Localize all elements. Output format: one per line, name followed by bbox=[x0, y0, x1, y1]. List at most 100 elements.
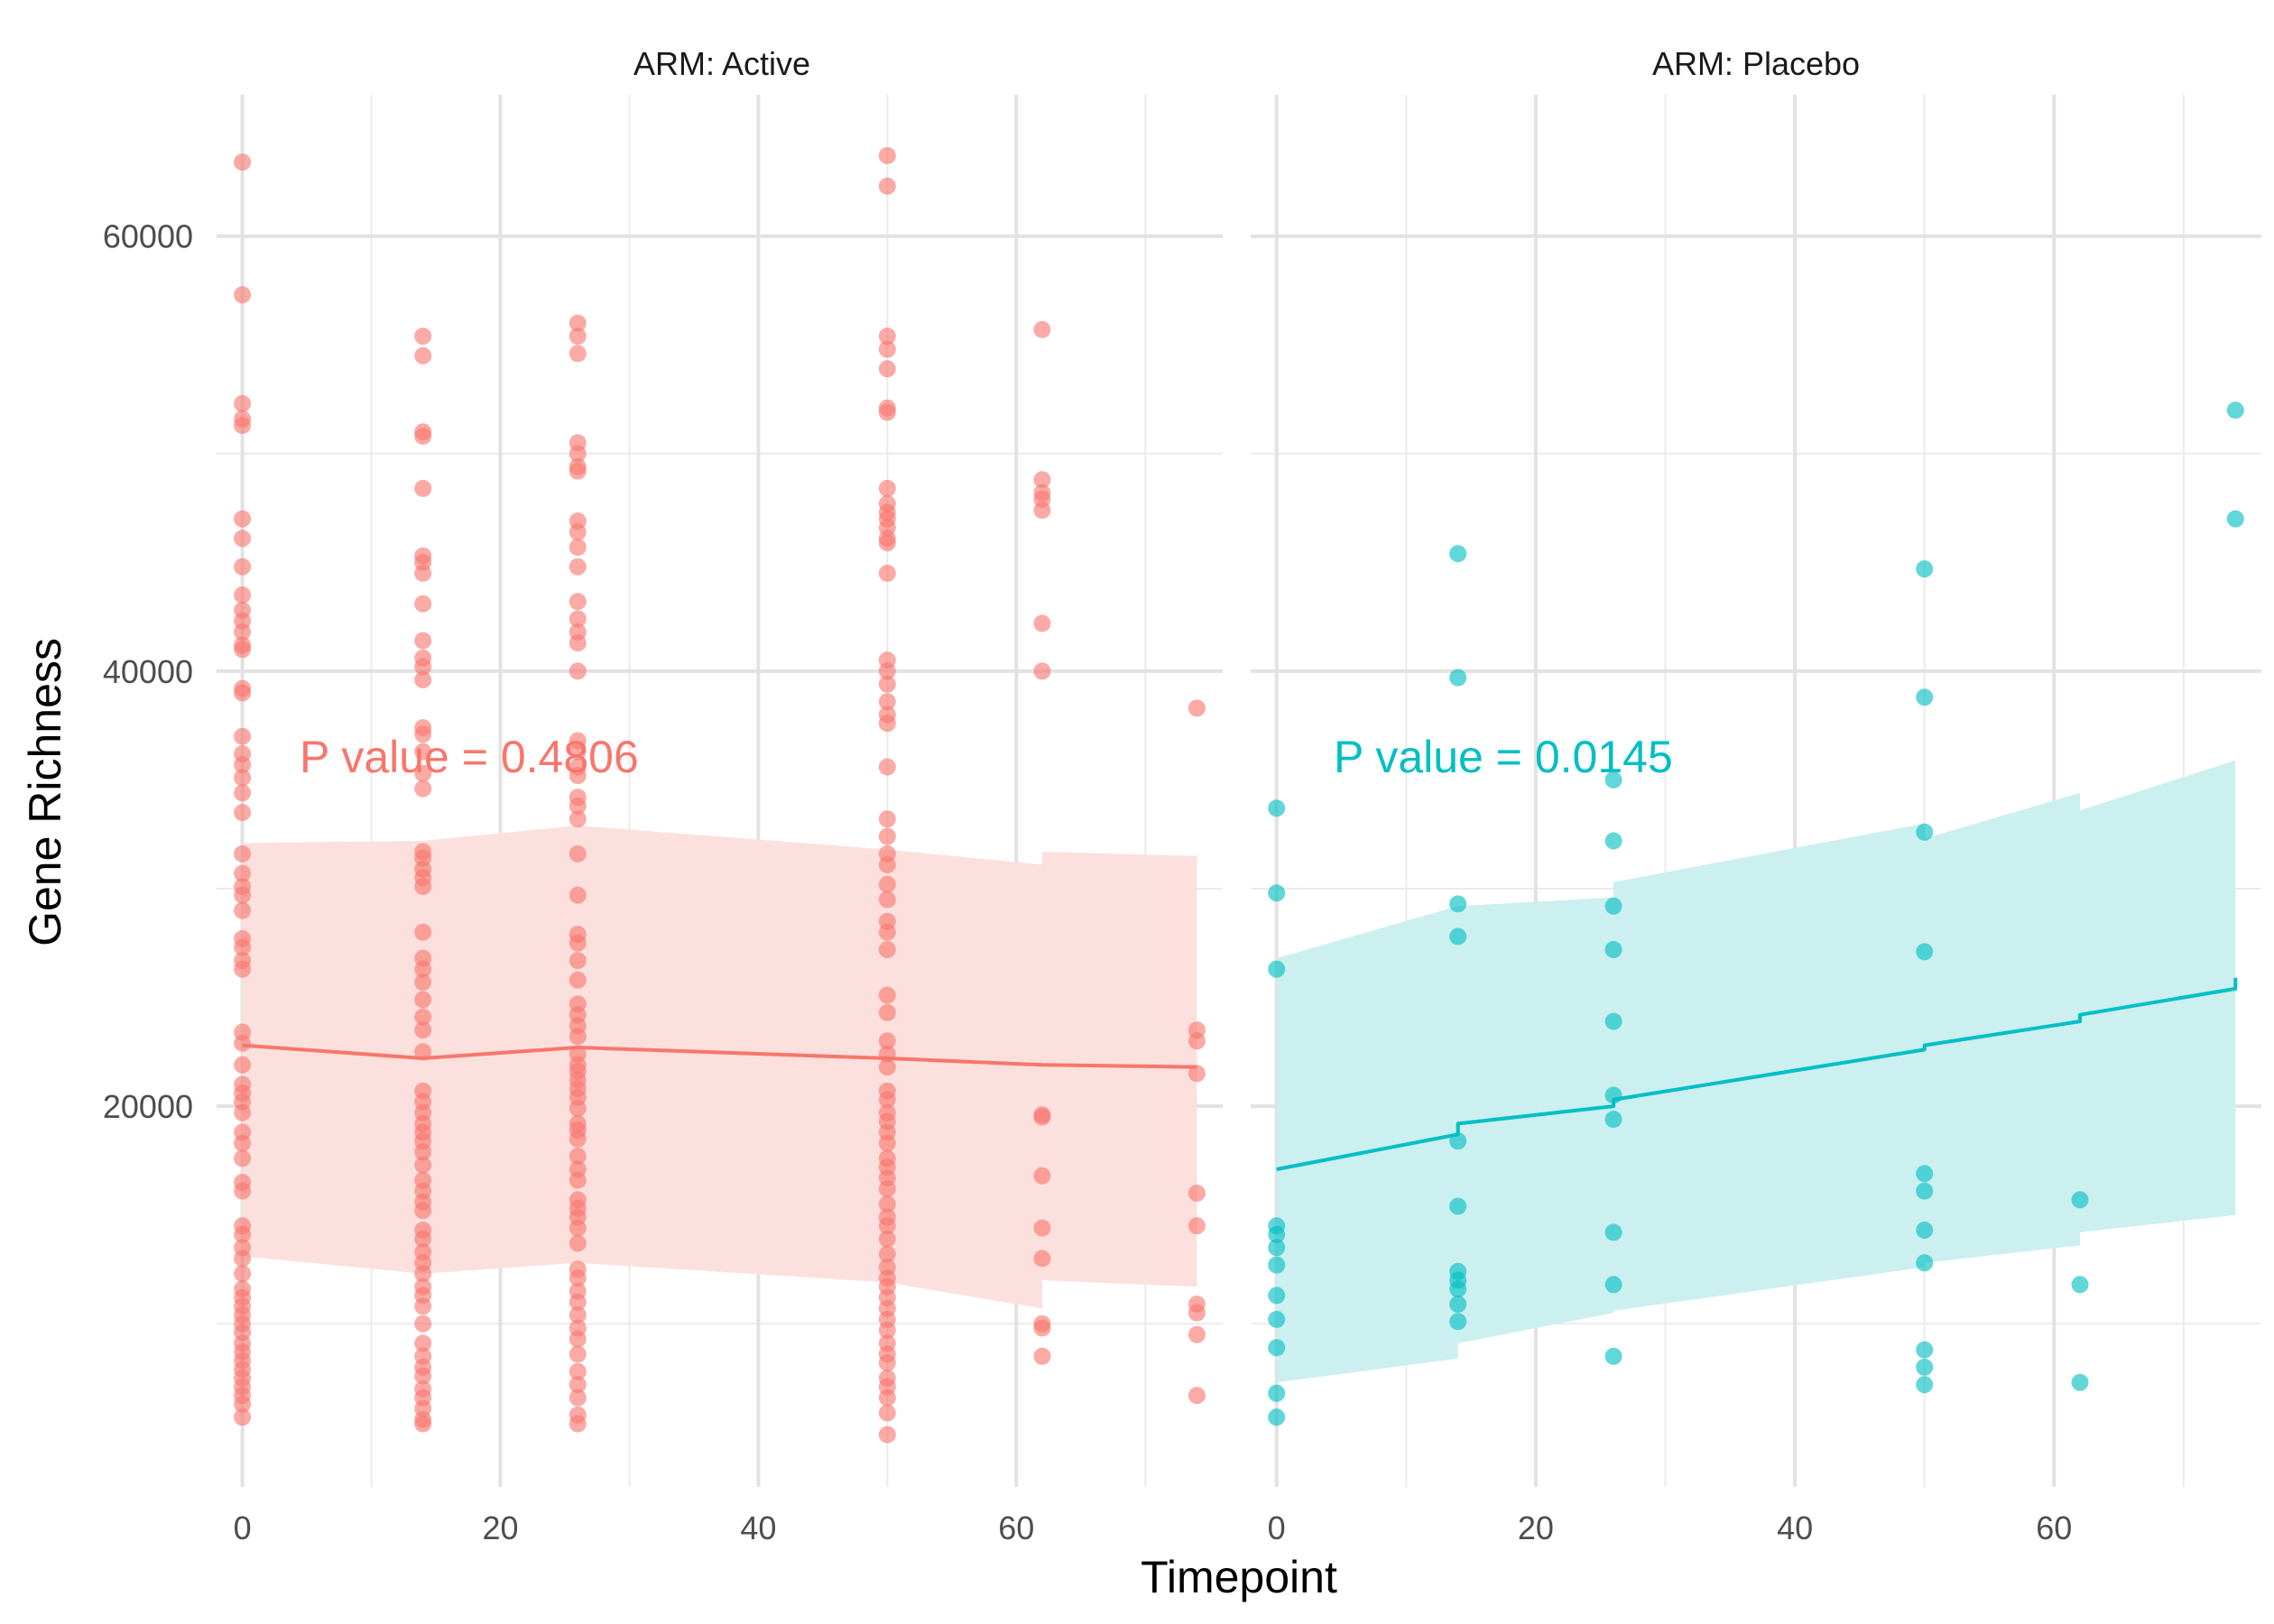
data-point-active bbox=[234, 844, 252, 863]
data-point-placebo bbox=[1604, 1223, 1622, 1241]
data-point-active bbox=[234, 960, 252, 978]
data-point-active bbox=[568, 445, 587, 463]
data-point-active bbox=[414, 428, 432, 445]
data-point-placebo bbox=[1268, 1256, 1286, 1274]
data-point-active bbox=[234, 1182, 252, 1200]
y-tick-label: 40000 bbox=[103, 653, 193, 690]
data-point-placebo bbox=[1604, 1012, 1622, 1030]
data-point-active bbox=[568, 797, 587, 815]
data-point-active bbox=[1188, 1325, 1206, 1343]
panel-placebo-x-ticks: 0 20 40 60 bbox=[1268, 1509, 2073, 1546]
data-point-active bbox=[878, 1389, 896, 1407]
data-point-active bbox=[234, 586, 252, 604]
data-point-active bbox=[234, 1149, 252, 1167]
data-point-active bbox=[234, 558, 252, 576]
data-point-active bbox=[414, 923, 432, 941]
data-point-active bbox=[234, 886, 252, 904]
data-point-active bbox=[878, 328, 896, 346]
data-point-active bbox=[1188, 1065, 1206, 1083]
data-point-active bbox=[878, 923, 896, 941]
data-point-active bbox=[234, 901, 252, 919]
data-point-active bbox=[1033, 1219, 1051, 1237]
data-point-placebo bbox=[1449, 1280, 1467, 1298]
x-tick-label: 20 bbox=[482, 1509, 518, 1546]
data-point-active bbox=[878, 403, 896, 421]
data-point-active bbox=[878, 1180, 896, 1198]
data-point-placebo bbox=[1604, 1347, 1622, 1365]
x-tick-label: 60 bbox=[998, 1509, 1034, 1546]
data-point-active bbox=[414, 632, 432, 650]
data-point-placebo bbox=[1268, 1239, 1286, 1257]
data-point-active bbox=[568, 1171, 587, 1189]
data-point-active bbox=[568, 610, 587, 628]
data-point-active bbox=[234, 1134, 252, 1152]
panel-active-x-ticks: 0 20 40 60 bbox=[234, 1509, 1035, 1546]
data-point-active bbox=[1033, 502, 1051, 519]
data-point-active bbox=[878, 1354, 896, 1372]
strip-label-placebo: ARM: Placebo bbox=[1652, 45, 1860, 82]
data-point-active bbox=[878, 1003, 896, 1021]
data-point-active bbox=[568, 844, 587, 863]
data-point-active bbox=[878, 534, 896, 552]
data-point-active bbox=[878, 1245, 896, 1263]
data-point-placebo bbox=[1449, 895, 1467, 913]
data-point-active bbox=[414, 743, 432, 761]
data-point-active bbox=[568, 1219, 587, 1237]
data-point-placebo bbox=[1916, 1222, 1934, 1239]
data-point-active bbox=[414, 725, 432, 743]
data-point-active bbox=[234, 684, 252, 702]
data-point-placebo bbox=[1916, 1376, 1934, 1394]
data-point-active bbox=[878, 1032, 896, 1050]
data-point-active bbox=[878, 147, 896, 164]
data-point-active bbox=[568, 934, 587, 952]
data-point-active bbox=[568, 810, 587, 828]
data-point-placebo bbox=[1604, 770, 1622, 789]
data-point-placebo bbox=[1268, 1408, 1286, 1426]
data-point-active bbox=[234, 1265, 252, 1283]
data-point-placebo bbox=[1268, 1287, 1286, 1305]
data-point-active bbox=[414, 328, 432, 346]
data-point-active bbox=[568, 662, 587, 680]
data-point-active bbox=[878, 1091, 896, 1109]
data-point-active bbox=[1033, 614, 1051, 632]
data-point-active bbox=[878, 715, 896, 733]
data-point-active bbox=[568, 1330, 587, 1348]
data-point-active bbox=[878, 564, 896, 582]
data-point-active bbox=[878, 675, 896, 693]
y-tick-label: 20000 bbox=[103, 1088, 193, 1125]
data-point-placebo bbox=[1916, 688, 1934, 706]
y-tick-label: 60000 bbox=[103, 218, 193, 255]
data-point-placebo bbox=[1604, 897, 1622, 915]
data-point-active bbox=[568, 886, 587, 904]
data-point-active bbox=[568, 634, 587, 652]
data-point-active bbox=[568, 1148, 587, 1165]
data-point-placebo bbox=[1449, 669, 1467, 687]
pvalue-annotation-active: P value = 0.4806 bbox=[300, 732, 639, 782]
data-point-active bbox=[568, 1269, 587, 1287]
data-point-active bbox=[414, 991, 432, 1009]
data-point-active bbox=[1033, 662, 1051, 680]
y-axis-ticks: 20000 40000 60000 bbox=[103, 218, 193, 1125]
data-point-active bbox=[234, 1395, 252, 1413]
data-point-active bbox=[568, 1389, 587, 1407]
data-point-placebo bbox=[1916, 1254, 1934, 1272]
data-point-active bbox=[878, 827, 896, 845]
data-point-active bbox=[234, 1250, 252, 1268]
data-point-active bbox=[878, 177, 896, 195]
data-point-active bbox=[878, 986, 896, 1004]
data-point-active bbox=[414, 658, 432, 676]
data-point-active bbox=[878, 1058, 896, 1076]
data-point-active bbox=[1033, 471, 1051, 489]
pvalue-annotation-placebo: P value = 0.0145 bbox=[1334, 732, 1673, 782]
panel-placebo-fit-line bbox=[1276, 977, 2238, 1171]
data-point-placebo bbox=[1916, 1165, 1934, 1183]
data-point-active bbox=[234, 641, 252, 659]
data-point-active bbox=[1033, 1108, 1051, 1126]
data-point-placebo bbox=[1268, 1384, 1286, 1402]
data-point-active bbox=[1188, 1304, 1206, 1322]
data-point-placebo bbox=[1268, 1225, 1286, 1243]
fit-line-active bbox=[242, 1043, 1197, 1069]
data-point-active bbox=[568, 1130, 587, 1148]
data-point-placebo bbox=[1268, 960, 1286, 978]
data-point-active bbox=[414, 1156, 432, 1174]
